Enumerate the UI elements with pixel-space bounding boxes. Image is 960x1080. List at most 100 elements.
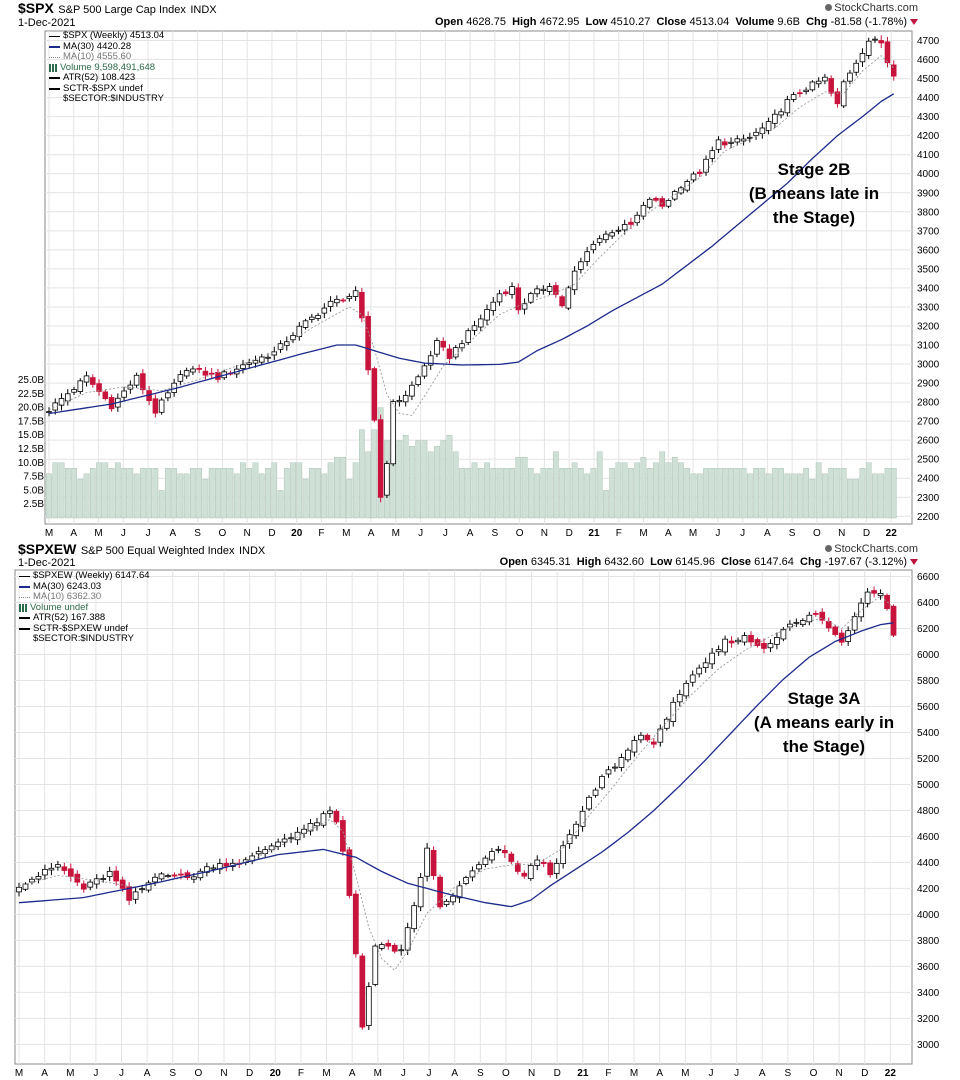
volume-bar: [371, 429, 378, 519]
candle-up: [52, 402, 59, 411]
candle-up: [321, 307, 328, 314]
candle-up: [858, 602, 864, 618]
legend-ma10: MA(10) 4555.60: [63, 51, 132, 62]
legend-atr: ATR(52) 108.423: [63, 72, 136, 83]
candle-up: [296, 325, 303, 337]
x-tick-label: A: [759, 1068, 766, 1079]
volume-tick-label: 15.0B: [18, 430, 44, 441]
volume-bar: [565, 468, 572, 519]
volume-bar: [46, 473, 52, 519]
chart2-brand[interactable]: StockCharts.com: [825, 543, 918, 555]
y-tick-label: 2700: [917, 417, 940, 428]
volume-bar: [290, 462, 296, 519]
candle-up: [592, 789, 599, 796]
volume-bar: [690, 473, 697, 519]
volume-bar: [315, 468, 321, 519]
x-tick-label: J: [401, 1068, 406, 1079]
candle-up: [87, 881, 94, 888]
candle-up: [365, 986, 372, 1027]
candle-down: [67, 868, 74, 877]
legend-ma30: MA(30) 6243.03: [33, 580, 102, 592]
volume-bar: [396, 440, 403, 519]
x-tick-label: A: [764, 528, 771, 539]
volume-bar: [721, 468, 728, 519]
volume-bar: [121, 468, 127, 519]
candle-up: [409, 384, 415, 397]
candle-up: [268, 845, 275, 851]
volume-tick-label: 10.0B: [18, 458, 44, 469]
volume-tick-label: 17.5B: [18, 416, 44, 427]
bar-chart-icon: [19, 603, 27, 612]
candle-up: [790, 94, 797, 100]
candle-down: [628, 221, 634, 225]
x-tick-label: O: [195, 1068, 203, 1079]
volume-bar: [772, 468, 778, 519]
y-tick-label: 2200: [917, 512, 940, 523]
volume-bar: [208, 468, 215, 519]
x-tick-label: M: [342, 528, 350, 539]
y-tick-label: 2800: [917, 398, 940, 409]
candle-up: [527, 865, 534, 880]
volume-tick-label: 12.5B: [18, 444, 44, 455]
candle-up: [741, 635, 748, 643]
candle-down: [884, 41, 891, 64]
candle-down: [102, 391, 109, 400]
candle-up: [346, 296, 353, 300]
candle-up: [427, 355, 434, 366]
x-tick-label: J: [740, 528, 745, 539]
chart1-brand[interactable]: StockCharts.com: [825, 2, 918, 14]
volume-bar: [152, 468, 159, 519]
candle-up: [255, 851, 262, 855]
candle-up: [612, 766, 618, 769]
candle-up: [646, 198, 653, 208]
volume-bar: [596, 451, 603, 519]
volume-bar: [502, 468, 509, 519]
candle-down: [797, 92, 803, 95]
x-tick-label: O: [810, 1068, 818, 1079]
candle-down: [152, 398, 159, 414]
x-tick-label: J: [121, 528, 126, 539]
volume-bar: [115, 462, 121, 519]
volume-tick-label: 25.0B: [18, 375, 44, 386]
candle-up: [596, 238, 603, 243]
chart2-stage-annotation: Stage 3A (A means early in the Stage): [753, 689, 895, 756]
x-tick-label: S: [169, 1068, 176, 1079]
volume-bar: [484, 462, 490, 519]
volume-bar: [715, 468, 722, 519]
volume-bar: [252, 462, 259, 519]
y-tick-label: 3700: [917, 226, 940, 237]
candle-up: [281, 838, 288, 843]
candle-up: [625, 749, 631, 761]
down-arrow-icon: [910, 19, 918, 25]
candle-down: [140, 373, 146, 391]
candle-down: [890, 64, 897, 77]
candle-up: [521, 303, 528, 310]
x-tick-label: J: [119, 1068, 124, 1079]
candle-up: [753, 131, 759, 137]
chart1-frame: [44, 30, 913, 525]
candle-down: [553, 285, 559, 295]
x-tick-label: N: [835, 1068, 842, 1079]
candle-up: [774, 637, 780, 645]
y-tick-label: 4000: [917, 910, 940, 921]
volume-bar: [202, 479, 209, 519]
volume-bar: [878, 473, 885, 519]
candle-up: [728, 141, 734, 144]
candle-down: [508, 853, 515, 862]
candle-down: [871, 590, 877, 594]
candle-down: [521, 872, 528, 877]
candle-up: [378, 944, 385, 949]
candle-down: [890, 605, 897, 636]
candle-up: [765, 121, 772, 131]
candle-up: [715, 649, 722, 653]
candle-up: [459, 343, 465, 349]
volume-bar: [490, 468, 497, 519]
legend-sector: $SECTOR:$INDUSTRY: [63, 93, 165, 104]
x-tick-label: O: [219, 528, 227, 539]
candle-up: [640, 204, 647, 217]
candle-up: [553, 863, 560, 874]
x-tick-label: F: [298, 1068, 304, 1079]
volume-bar: [434, 446, 440, 519]
candle-down: [540, 861, 547, 864]
candle-up: [528, 293, 534, 303]
